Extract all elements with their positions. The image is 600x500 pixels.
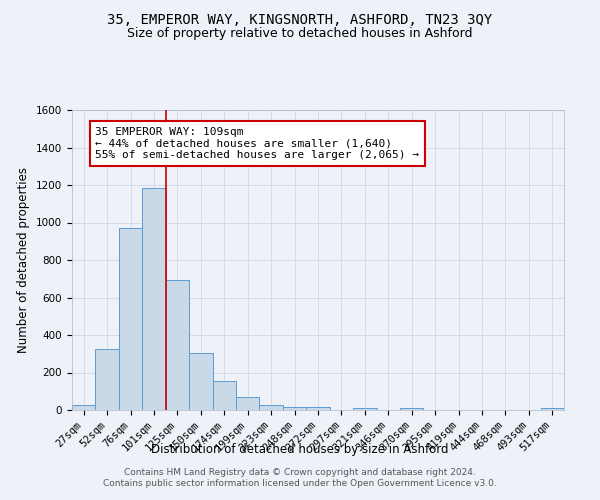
Text: Contains HM Land Registry data © Crown copyright and database right 2024.
Contai: Contains HM Land Registry data © Crown c… [103,468,497,487]
Bar [283,406,306,410]
Bar [166,280,189,410]
Text: 35 EMPEROR WAY: 109sqm
← 44% of detached houses are smaller (1,640)
55% of semi-: 35 EMPEROR WAY: 109sqm ← 44% of detached… [95,127,419,160]
Bar [400,408,424,410]
Bar [189,353,212,410]
Bar [142,188,166,410]
Bar [353,408,377,410]
Bar [259,406,283,410]
Bar [236,397,259,410]
Bar [119,228,142,410]
Bar [541,408,564,410]
Text: 35, EMPEROR WAY, KINGSNORTH, ASHFORD, TN23 3QY: 35, EMPEROR WAY, KINGSNORTH, ASHFORD, TN… [107,12,493,26]
Text: Size of property relative to detached houses in Ashford: Size of property relative to detached ho… [127,28,473,40]
Text: Distribution of detached houses by size in Ashford: Distribution of detached houses by size … [151,442,449,456]
Y-axis label: Number of detached properties: Number of detached properties [17,167,31,353]
Bar [95,349,119,410]
Bar [212,381,236,410]
Bar [306,406,330,410]
Bar [72,406,95,410]
